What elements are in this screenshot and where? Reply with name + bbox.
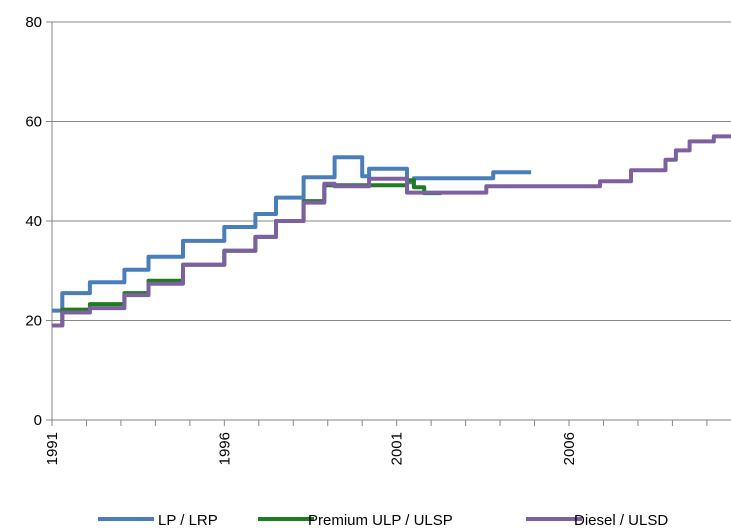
series-lines [52, 134, 731, 328]
x-tick-label: 1996 [216, 432, 233, 465]
gridlines [52, 21, 731, 321]
y-tick-label: 80 [25, 14, 42, 31]
y-tick-labels: 0 20 40 60 80 [25, 14, 52, 429]
series-line-2 [52, 178, 442, 328]
x-tick-label: 2001 [389, 432, 406, 465]
x-tick-label: 2006 [561, 432, 578, 465]
legend-label-3: Diesel / ULSD [574, 512, 668, 529]
legend: LP / LRP Premium ULP / ULSP Diesel / ULSD [98, 512, 668, 529]
legend-label-1: LP / LRP [158, 512, 218, 529]
legend-label-2: Premium ULP / ULSP [308, 512, 453, 529]
y-tick-label: 20 [25, 313, 42, 330]
series-line-1 [52, 155, 532, 313]
y-tick-label: 0 [34, 412, 42, 429]
x-tick-label: 1991 [44, 432, 61, 465]
x-tick-labels: 1991 1996 2001 2006 [44, 420, 708, 465]
y-tick-label: 40 [25, 213, 42, 230]
series-line-3 [52, 134, 731, 328]
y-tick-label: 60 [25, 114, 42, 131]
